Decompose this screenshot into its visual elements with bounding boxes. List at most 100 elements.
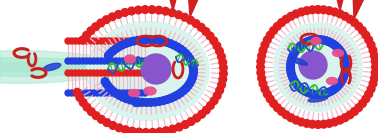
- Ellipse shape: [138, 58, 144, 64]
- Ellipse shape: [124, 38, 130, 44]
- Ellipse shape: [327, 87, 335, 95]
- Ellipse shape: [327, 78, 338, 84]
- Ellipse shape: [92, 112, 100, 120]
- Ellipse shape: [135, 6, 142, 14]
- Ellipse shape: [170, 41, 178, 49]
- Ellipse shape: [80, 90, 86, 96]
- Ellipse shape: [303, 120, 311, 127]
- Ellipse shape: [336, 10, 344, 18]
- Ellipse shape: [143, 99, 150, 106]
- Ellipse shape: [351, 19, 358, 26]
- Ellipse shape: [127, 38, 133, 44]
- Ellipse shape: [257, 57, 265, 65]
- Polygon shape: [43, 63, 61, 71]
- Ellipse shape: [270, 100, 277, 107]
- Ellipse shape: [325, 7, 333, 14]
- Ellipse shape: [290, 50, 297, 58]
- Ellipse shape: [103, 80, 110, 88]
- Ellipse shape: [159, 37, 167, 45]
- Ellipse shape: [79, 99, 87, 106]
- Ellipse shape: [341, 114, 349, 122]
- Ellipse shape: [149, 128, 156, 133]
- Ellipse shape: [122, 95, 130, 103]
- Ellipse shape: [311, 36, 319, 43]
- Ellipse shape: [292, 116, 300, 124]
- Ellipse shape: [317, 36, 325, 43]
- Ellipse shape: [325, 38, 332, 45]
- Ellipse shape: [370, 74, 378, 82]
- Ellipse shape: [189, 60, 196, 68]
- Ellipse shape: [147, 36, 154, 43]
- Ellipse shape: [258, 74, 265, 82]
- Ellipse shape: [193, 114, 200, 122]
- Ellipse shape: [65, 58, 71, 64]
- Ellipse shape: [289, 74, 296, 81]
- Ellipse shape: [367, 85, 375, 93]
- Ellipse shape: [87, 58, 93, 64]
- Ellipse shape: [76, 94, 84, 101]
- Ellipse shape: [331, 8, 339, 16]
- Ellipse shape: [175, 11, 183, 19]
- Ellipse shape: [306, 37, 314, 45]
- Ellipse shape: [109, 47, 117, 55]
- Ellipse shape: [83, 31, 90, 39]
- Ellipse shape: [174, 91, 181, 99]
- Ellipse shape: [87, 70, 93, 76]
- Ellipse shape: [109, 38, 115, 44]
- Ellipse shape: [304, 89, 311, 96]
- Ellipse shape: [270, 27, 277, 34]
- Ellipse shape: [288, 55, 296, 63]
- Ellipse shape: [126, 38, 134, 46]
- Ellipse shape: [337, 48, 345, 56]
- Ellipse shape: [311, 38, 321, 45]
- Ellipse shape: [105, 70, 112, 76]
- Polygon shape: [0, 63, 155, 71]
- Ellipse shape: [216, 87, 223, 94]
- Ellipse shape: [143, 36, 150, 43]
- Ellipse shape: [309, 36, 316, 44]
- Ellipse shape: [346, 111, 354, 119]
- Ellipse shape: [332, 42, 339, 50]
- Ellipse shape: [76, 38, 82, 44]
- Ellipse shape: [116, 70, 122, 76]
- Ellipse shape: [189, 71, 197, 79]
- Ellipse shape: [335, 81, 343, 88]
- Ellipse shape: [365, 90, 373, 98]
- Polygon shape: [288, 57, 307, 65]
- Ellipse shape: [274, 22, 281, 30]
- Ellipse shape: [116, 38, 122, 44]
- Ellipse shape: [80, 38, 86, 44]
- Ellipse shape: [186, 55, 194, 62]
- Ellipse shape: [219, 58, 226, 66]
- Ellipse shape: [98, 115, 105, 123]
- Ellipse shape: [299, 40, 307, 48]
- Ellipse shape: [317, 91, 325, 98]
- Ellipse shape: [128, 7, 135, 15]
- Ellipse shape: [287, 66, 294, 74]
- Ellipse shape: [322, 37, 330, 45]
- Ellipse shape: [187, 118, 195, 125]
- Ellipse shape: [155, 98, 163, 105]
- Ellipse shape: [314, 91, 322, 98]
- Ellipse shape: [293, 46, 301, 53]
- Ellipse shape: [341, 68, 349, 76]
- Ellipse shape: [369, 80, 377, 88]
- Ellipse shape: [131, 70, 137, 76]
- Ellipse shape: [120, 58, 126, 64]
- Ellipse shape: [120, 70, 126, 76]
- Ellipse shape: [182, 84, 190, 92]
- Ellipse shape: [65, 38, 71, 44]
- Ellipse shape: [362, 95, 370, 103]
- Ellipse shape: [122, 40, 130, 47]
- Ellipse shape: [288, 71, 296, 79]
- Ellipse shape: [120, 90, 126, 96]
- Ellipse shape: [83, 58, 89, 64]
- Ellipse shape: [142, 90, 148, 96]
- Ellipse shape: [83, 103, 91, 111]
- Ellipse shape: [287, 68, 295, 76]
- Ellipse shape: [72, 70, 78, 76]
- Ellipse shape: [72, 58, 78, 64]
- Ellipse shape: [135, 58, 141, 64]
- Ellipse shape: [147, 99, 155, 106]
- Ellipse shape: [94, 58, 100, 64]
